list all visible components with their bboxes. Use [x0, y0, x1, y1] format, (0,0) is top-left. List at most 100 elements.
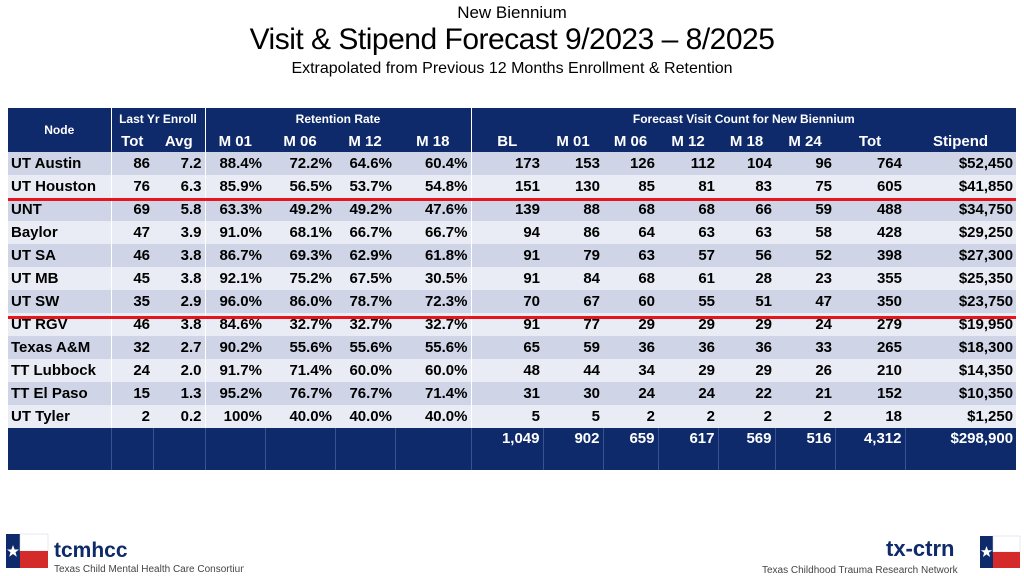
- table-cell: 66.7%: [395, 221, 471, 244]
- table-cell: 85.9%: [204, 175, 265, 198]
- table-cell: 86.7%: [204, 244, 265, 267]
- table-cell: 71.4%: [265, 359, 335, 382]
- table-cell: 29: [718, 359, 775, 382]
- table-cell: 21: [775, 382, 835, 405]
- table-cell: 130: [543, 175, 603, 198]
- table-cell: 24: [110, 359, 153, 382]
- table-cell: 86.0%: [265, 290, 335, 313]
- table-cell: 36: [658, 336, 718, 359]
- table-cell: 34: [603, 359, 658, 382]
- table-cell: 76.7%: [265, 382, 335, 405]
- table-cell: 6.3: [153, 175, 205, 198]
- table-cell: 91.0%: [204, 221, 265, 244]
- table-cell: 65: [470, 336, 543, 359]
- table-cell: $18,300: [905, 336, 1017, 359]
- table-cell: 28: [718, 267, 775, 290]
- title-line-1: New Biennium: [457, 3, 567, 22]
- table-row: Texas A&M 32 2.7 90.2% 55.6% 55.6% 55.6% 65 59 36…: [8, 336, 1017, 359]
- total-cell: 659: [602, 428, 658, 470]
- title-block: New Biennium Visit & Stipend Forecast 9/…: [0, 0, 1024, 79]
- total-cell: 4,312: [834, 428, 905, 470]
- table-cell: 64.6%: [335, 152, 395, 175]
- title-main: Visit & Stipend Forecast 9/2023 – 8/2025: [249, 23, 775, 56]
- table-row: UT MB 45 3.8 92.1% 75.2% 67.5% 30.5% 91 84 68 61 28…: [8, 267, 1017, 290]
- table-cell: 49.2%: [265, 198, 335, 221]
- table-cell: 63.3%: [204, 198, 265, 221]
- table-cell: 112: [658, 152, 718, 175]
- table-cell: 68.1%: [265, 221, 335, 244]
- tcmhcc-logo: tcmhcc Texas Child Mental Health Care Co…: [6, 533, 244, 575]
- col-header: Tot: [110, 130, 153, 152]
- table-cell: 78.7%: [335, 290, 395, 313]
- totals-row: 1,049 902 659 617 569 516 4,312 $298,900: [8, 428, 1017, 470]
- total-cell: [334, 428, 395, 470]
- table-cell: 66.7%: [335, 221, 395, 244]
- table-cell: $23,750: [905, 290, 1017, 313]
- table-cell: 61: [658, 267, 718, 290]
- table-cell: 152: [835, 382, 905, 405]
- col-header: M 24: [775, 130, 835, 152]
- table-cell: 40.0%: [265, 405, 335, 428]
- table-cell: 47: [775, 290, 835, 313]
- table-cell: 69: [110, 198, 153, 221]
- table-cell: 96.0%: [204, 290, 265, 313]
- node-name-cell: UT Tyler: [8, 405, 111, 428]
- table-cell: 2: [775, 405, 835, 428]
- table-cell: 59: [775, 198, 835, 221]
- total-cell: 516: [774, 428, 835, 470]
- table-cell: 7.2: [153, 152, 205, 175]
- table-cell: 91.7%: [204, 359, 265, 382]
- table-row: UT Tyler 2 0.2 100% 40.0% 40.0% 40.0% 5 5 2 2 2 2 18 $…: [8, 405, 1017, 428]
- col-header: M 01: [204, 130, 265, 152]
- table-cell: 173: [470, 152, 543, 175]
- table-cell: 55.6%: [395, 336, 471, 359]
- node-name-cell: Baylor: [8, 221, 111, 244]
- table-cell: 85: [603, 175, 658, 198]
- table-cell: 47: [110, 221, 153, 244]
- total-cell: [152, 428, 205, 470]
- table-cell: 24: [658, 382, 718, 405]
- table-cell: 60: [603, 290, 658, 313]
- node-name-cell: TT El Paso: [8, 382, 111, 405]
- total-cell: [8, 428, 111, 470]
- col-header: BL: [470, 130, 543, 152]
- table-cell: 1.3: [153, 382, 205, 405]
- table-cell: 86: [543, 221, 603, 244]
- group-header-retention: Retention Rate: [204, 108, 471, 130]
- left-logo-text: tcmhcc: [54, 539, 128, 562]
- total-cell: 617: [657, 428, 718, 470]
- table-cell: 83: [718, 175, 775, 198]
- table-cell: 5: [543, 405, 603, 428]
- table-cell: 35: [110, 290, 153, 313]
- table-cell: 47.6%: [395, 198, 471, 221]
- col-header: M 01: [543, 130, 603, 152]
- table-cell: 84: [543, 267, 603, 290]
- title-subtitle: Extrapolated from Previous 12 Months Enr…: [291, 60, 733, 77]
- col-header: M 12: [658, 130, 718, 152]
- table-cell: 265: [835, 336, 905, 359]
- table-cell: 72.3%: [395, 290, 471, 313]
- table-cell: 0.2: [153, 405, 205, 428]
- table-row: UT Austin 86 7.2 88.4% 72.2% 64.6% 60.4% 173 153…: [8, 152, 1017, 175]
- table-cell: 210: [835, 359, 905, 382]
- table-cell: 5.8: [153, 198, 205, 221]
- col-header: Tot: [835, 130, 905, 152]
- node-header: Node: [8, 108, 111, 152]
- group-header-forecast: Forecast Visit Count for New Biennium: [470, 108, 1017, 130]
- table-cell: $1,250: [905, 405, 1017, 428]
- node-name-cell: TT Lubbock: [8, 359, 111, 382]
- table-row: TT Lubbock 24 2.0 91.7% 71.4% 60.0% 60.0% 48 44 3…: [8, 359, 1017, 382]
- table-cell: 92.1%: [204, 267, 265, 290]
- table-cell: 398: [835, 244, 905, 267]
- table-cell: 2: [658, 405, 718, 428]
- table-cell: 5: [470, 405, 543, 428]
- table-cell: 2: [603, 405, 658, 428]
- table-cell: 94: [470, 221, 543, 244]
- table-cell: 96: [775, 152, 835, 175]
- table-cell: 53.7%: [335, 175, 395, 198]
- table-row: UT Houston 76 6.3 85.9% 56.5% 53.7% 54.8% 151 13…: [8, 175, 1017, 198]
- node-name-cell: UT Austin: [8, 152, 111, 175]
- table-cell: 55.6%: [265, 336, 335, 359]
- table-cell: 54.8%: [395, 175, 471, 198]
- col-header: M 12: [335, 130, 395, 152]
